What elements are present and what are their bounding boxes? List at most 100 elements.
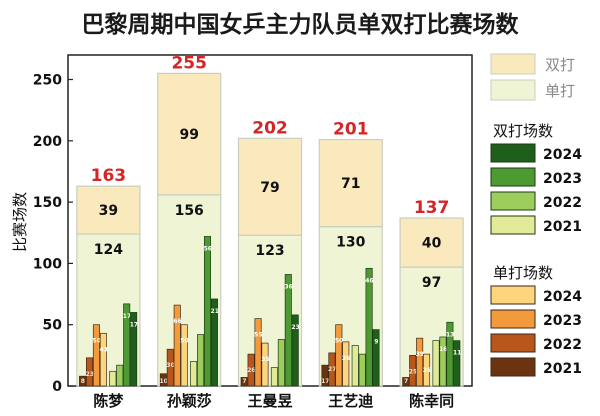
- doubles-year-bar: [432, 340, 440, 387]
- legend-swatch: [490, 215, 536, 235]
- singles-value-label: 26: [247, 367, 255, 374]
- x-tick-label: 王曼昱: [247, 392, 292, 410]
- singles-value-label: 50: [93, 338, 101, 345]
- legend-swatch: [490, 143, 536, 163]
- legend-swatch: [490, 357, 536, 377]
- doubles-year-bar: [351, 345, 359, 387]
- singles-year-bar: [173, 304, 181, 387]
- singles-total-label: 156: [175, 203, 204, 219]
- legend-swatch: [490, 53, 536, 75]
- singles-year-bar: [254, 318, 262, 387]
- singles-value-label: 23: [86, 371, 94, 378]
- doubles-value-label: 11: [453, 350, 461, 357]
- doubles-year-bar: [284, 274, 292, 387]
- legend-group-title: 单打场数: [493, 264, 553, 282]
- singles-value-label: 43: [99, 346, 107, 353]
- singles-year-bar: [342, 341, 350, 387]
- singles-value-label: 50: [180, 338, 188, 345]
- chart-title: 巴黎周期中国女乒主力队员单双打比赛场数: [82, 11, 520, 38]
- doubles-year-bar: [190, 361, 198, 387]
- doubles-total-label: 99: [179, 127, 198, 143]
- y-tick-label: 0: [52, 379, 62, 395]
- x-tick-label: 陈梦: [93, 392, 124, 410]
- singles-year-bar: [261, 342, 269, 387]
- doubles-bg-bar: [157, 72, 222, 196]
- singles-value-label: 30: [166, 362, 174, 369]
- legend-label: 2021: [543, 219, 582, 235]
- y-axis-label: 比赛场数: [11, 192, 29, 252]
- y-tick-label: 250: [33, 73, 62, 89]
- singles-year-bar: [180, 324, 188, 387]
- singles-year-bar: [335, 324, 343, 387]
- singles-year-bar: [240, 377, 248, 387]
- singles-year-bar: [99, 332, 107, 387]
- singles-value-label: 35: [261, 356, 269, 363]
- doubles-year-bar: [277, 339, 285, 387]
- total-label: 202: [252, 118, 288, 138]
- legend-swatch: [490, 333, 536, 353]
- y-tick-label: 100: [33, 256, 62, 272]
- singles-year-bar: [159, 373, 167, 387]
- singles-year-bar: [328, 352, 336, 387]
- singles-value-label: 7: [242, 378, 246, 385]
- singles-year-bar: [402, 377, 410, 387]
- singles-value-label: 55: [254, 332, 262, 339]
- doubles-total-label: 39: [99, 203, 118, 219]
- legend-label: 2023: [543, 171, 582, 187]
- doubles-value-label: 9: [374, 339, 378, 346]
- doubles-year-bar: [130, 312, 138, 387]
- doubles-total-label: 79: [260, 180, 279, 196]
- legend-swatch: [490, 191, 536, 211]
- legend-swatch: [490, 309, 536, 329]
- doubles-total-label: 40: [422, 236, 442, 252]
- singles-value-label: 26: [423, 367, 431, 374]
- singles-total-label: 123: [255, 243, 284, 259]
- y-tick-label: 150: [33, 195, 62, 211]
- doubles-year-bar: [197, 334, 205, 387]
- total-label: 137: [414, 198, 450, 218]
- legend-label: 2023: [543, 313, 582, 329]
- total-label: 255: [171, 53, 207, 73]
- singles-year-bar: [166, 348, 174, 387]
- doubles-year-bar: [446, 321, 454, 387]
- legend-label: 2024: [543, 147, 582, 163]
- singles-value-label: 10: [159, 378, 167, 385]
- x-tick-label: 王艺迪: [328, 392, 373, 410]
- singles-value-label: 36: [342, 355, 350, 362]
- doubles-year-bar: [453, 340, 461, 387]
- doubles-total-label: 71: [341, 176, 360, 192]
- legend-label: 2022: [543, 195, 582, 211]
- total-label: 163: [91, 166, 127, 186]
- singles-value-label: 17: [321, 378, 329, 385]
- doubles-year-bar: [109, 370, 117, 387]
- singles-year-bar: [79, 375, 87, 387]
- singles-total-label: 130: [336, 235, 365, 251]
- singles-total-label: 97: [422, 275, 441, 291]
- singles-year-bar: [423, 353, 431, 387]
- singles-year-bar: [409, 355, 417, 387]
- singles-value-label: 8: [81, 378, 85, 385]
- legend-label: 单打: [545, 82, 575, 100]
- doubles-year-bar: [291, 314, 299, 387]
- doubles-value-label: 21: [211, 308, 219, 315]
- doubles-value-label: 23: [291, 324, 299, 331]
- singles-year-bar: [85, 357, 94, 387]
- doubles-year-bar: [372, 329, 380, 387]
- singles-value-label: 50: [335, 338, 343, 345]
- doubles-year-bar: [210, 298, 218, 387]
- y-tick-label: 200: [33, 134, 62, 150]
- singles-value-label: 27: [328, 366, 336, 373]
- doubles-year-bar: [116, 364, 124, 387]
- singles-year-bar: [416, 337, 424, 387]
- x-tick-label: 陈幸同: [409, 392, 454, 410]
- legend-label: 2024: [543, 289, 582, 305]
- total-label: 201: [333, 120, 369, 140]
- y-tick-label: 50: [43, 318, 63, 334]
- doubles-year-bar: [270, 367, 278, 387]
- doubles-value-label: 13: [446, 331, 454, 338]
- doubles-value-label: 16: [439, 346, 447, 353]
- singles-value-label: 7: [404, 378, 408, 385]
- singles-value-label: 39: [416, 351, 424, 358]
- doubles-year-bar: [365, 267, 373, 387]
